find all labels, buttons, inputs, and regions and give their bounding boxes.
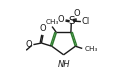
Text: O: O bbox=[40, 24, 46, 33]
Text: NH: NH bbox=[58, 60, 71, 69]
Text: O: O bbox=[58, 15, 65, 24]
Text: O: O bbox=[26, 40, 32, 49]
Text: O: O bbox=[74, 9, 81, 18]
Text: CH₃: CH₃ bbox=[84, 46, 98, 52]
Text: Cl: Cl bbox=[81, 17, 89, 26]
Text: S: S bbox=[68, 16, 75, 26]
Text: CH₃: CH₃ bbox=[45, 19, 59, 25]
